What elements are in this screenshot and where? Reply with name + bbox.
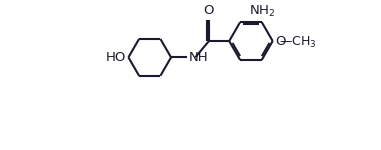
Text: HO: HO [105,51,126,64]
Text: —CH$_3$: —CH$_3$ [279,34,317,50]
Text: NH$_2$: NH$_2$ [249,4,275,19]
Text: NH: NH [189,51,209,64]
Text: O: O [204,4,214,17]
Text: O: O [275,34,286,48]
